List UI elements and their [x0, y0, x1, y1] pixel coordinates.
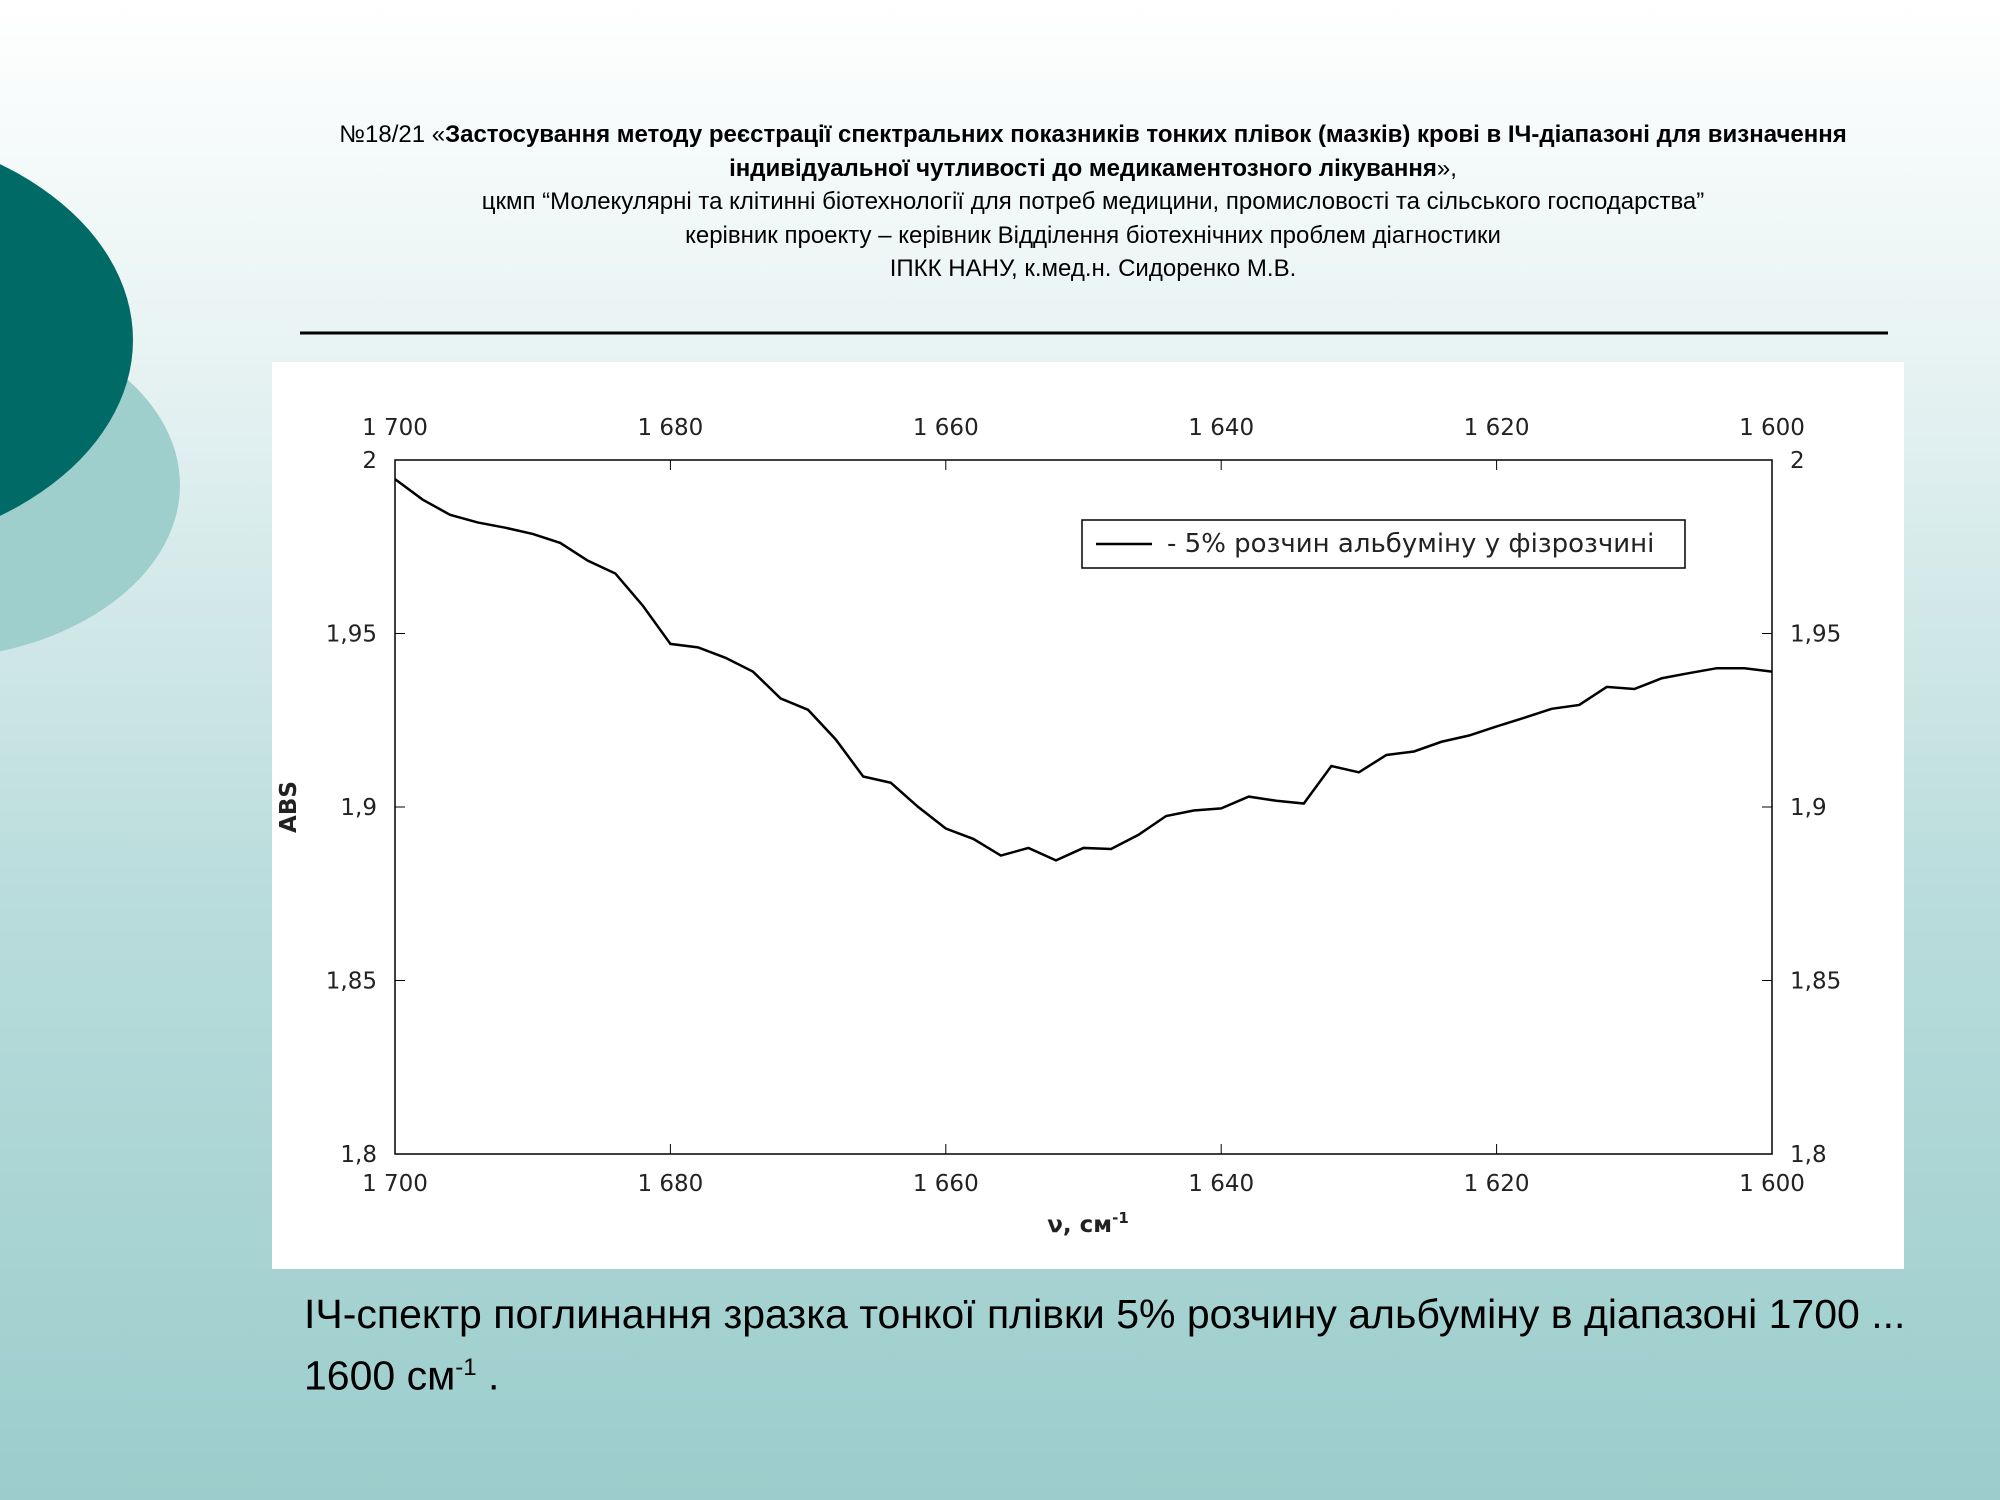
legend-box — [1081, 519, 1686, 569]
data-line — [394, 478, 1773, 862]
caption-sup: -1 — [455, 1354, 477, 1381]
y-tick-label: 1,95 — [326, 622, 377, 648]
header-prefix: №18/21 « — [339, 121, 446, 148]
legend-label: - 5% розчин альбуміну у фізрозчині — [1167, 529, 1654, 559]
y-tick-label: 1,85 — [326, 969, 377, 995]
y-tick-label-right: 1,85 — [1790, 969, 1841, 995]
y-axis-label: ABS — [276, 781, 302, 833]
header: №18/21 «Застосування методу реєстрації с… — [290, 118, 1896, 286]
header-line: цкмп “Молекулярні та клітинні біотехноло… — [481, 188, 1705, 215]
y-tick-label: 2 — [362, 448, 377, 474]
x-tick-label-top: 1 700 — [362, 415, 428, 441]
dark-ellipse — [0, 164, 133, 516]
caption-text: ІЧ-спектр поглинання зразка тонкої плівк… — [304, 1291, 1906, 1399]
caption-end: . — [476, 1352, 500, 1399]
x-tick-label-top: 1 660 — [913, 415, 979, 441]
x-tick-label-top: 1 680 — [637, 415, 703, 441]
x-tick-label-top: 1 640 — [1188, 415, 1254, 441]
y-tick-label: 1,8 — [340, 1142, 377, 1168]
x-axis-label: ν, см-1 — [1047, 1209, 1129, 1238]
y-tick-label-right: 1,9 — [1790, 795, 1827, 821]
header-line: ІПКК НАНУ, к.мед.н. Сидоренко М.В. — [889, 255, 1297, 282]
header-line: керівник проекту – керівник Відділення б… — [685, 221, 1501, 249]
x-label-sup: -1 — [1112, 1209, 1129, 1227]
y-tick-label: 1,9 — [340, 795, 377, 821]
y-tick-label-right: 1,8 — [1790, 1142, 1827, 1168]
x-tick-label: 1 700 — [362, 1171, 428, 1197]
x-tick-label-top: 1 600 — [1739, 415, 1805, 441]
x-tick-label: 1 600 — [1739, 1171, 1805, 1197]
x-tick-label: 1 660 — [913, 1171, 979, 1197]
x-tick-label: 1 680 — [637, 1171, 703, 1197]
y-tick-label-right: 1,95 — [1790, 622, 1841, 648]
x-label-text: ν, см — [1047, 1212, 1112, 1238]
caption: ІЧ-спектр поглинання зразка тонкої плівк… — [304, 1288, 1924, 1403]
header-title: Застосування методу реєстрації спектраль… — [445, 121, 1847, 182]
y-tick-label-right: 2 — [1790, 448, 1805, 474]
chart-panel — [272, 362, 1904, 1269]
x-tick-label-top: 1 620 — [1464, 415, 1530, 441]
x-tick-label: 1 640 — [1188, 1171, 1254, 1197]
x-tick-label: 1 620 — [1464, 1171, 1530, 1197]
header-suffix: », — [1436, 154, 1457, 182]
